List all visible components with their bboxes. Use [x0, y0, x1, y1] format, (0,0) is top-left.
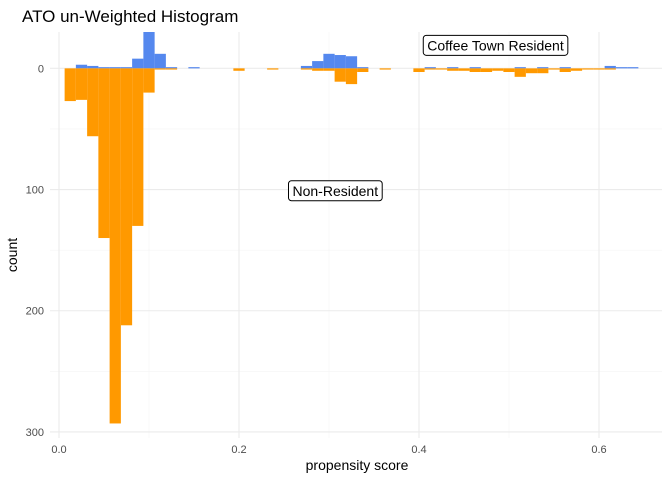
- non-resident-bar: [593, 68, 605, 70]
- resident-bar: [165, 67, 178, 69]
- non-resident-bar: [323, 68, 335, 71]
- non-resident-bar: [345, 68, 358, 85]
- annotation-text: Coffee Town Resident: [427, 37, 564, 53]
- x-tick-label: 0.0: [51, 444, 66, 456]
- non-resident-bar: [165, 68, 178, 70]
- non-resident-bar: [480, 68, 493, 72]
- non-resident-bar: [233, 68, 245, 71]
- non-resident-bar: [514, 68, 526, 77]
- non-resident-bar: [109, 68, 121, 424]
- x-tick-label: 0.6: [591, 444, 606, 456]
- annotation-label: Non-Resident: [287, 180, 383, 202]
- non-resident-bar: [492, 68, 504, 71]
- chart-title: ATO un-Weighted Histogram: [22, 7, 238, 26]
- resident-bar: [514, 67, 526, 69]
- resident-bar: [357, 67, 369, 69]
- resident-bar: [300, 65, 313, 69]
- non-resident-bar: [87, 68, 99, 137]
- resident-bar: [334, 55, 346, 69]
- x-tick-label: 0.2: [231, 444, 246, 456]
- resident-bar: [98, 67, 110, 69]
- non-resident-bar: [548, 68, 560, 70]
- non-resident-bar: [120, 68, 133, 326]
- resident-bar: [132, 58, 144, 69]
- resident-bar: [120, 67, 133, 69]
- x-axis-ticks: 0.0 0.2 0.4 0.6: [51, 444, 606, 456]
- y-axis-label: count: [4, 238, 20, 272]
- resident-bar: [615, 67, 628, 69]
- resident-bar: [109, 67, 121, 69]
- annotation-box: [422, 34, 569, 56]
- y-tick-label: 100: [26, 185, 44, 197]
- non-resident-bar: [570, 68, 583, 71]
- annotations: Coffee Town Resident Non-Resident: [287, 34, 569, 202]
- resident-bar: [87, 65, 99, 69]
- non-resident-bar: [424, 68, 436, 70]
- non-resident-bar: [75, 68, 88, 100]
- resident-bar: [75, 64, 88, 69]
- resident-bar: [447, 67, 459, 69]
- resident-bar: [143, 32, 155, 69]
- x-tick-label: 0.4: [411, 444, 426, 456]
- resident-bars: [75, 32, 639, 69]
- non-resident-bar: [143, 68, 155, 93]
- non-resident-bar: [469, 68, 481, 72]
- non-resident-bar: [537, 68, 549, 74]
- y-tick-label: 0: [38, 63, 44, 75]
- non-resident-bar: [334, 68, 346, 82]
- non-resident-bar: [525, 68, 538, 74]
- y-tick-label: 300: [26, 427, 44, 439]
- non-resident-bar: [604, 68, 616, 70]
- resident-bar: [154, 53, 166, 69]
- non-resident-bar: [154, 68, 166, 70]
- non-resident-bar: [503, 68, 515, 72]
- resident-bar: [559, 67, 571, 69]
- x-axis-label: propensity score: [306, 457, 409, 473]
- resident-bar: [424, 67, 436, 69]
- resident-bar: [188, 67, 200, 69]
- non-resident-bar: [413, 68, 425, 72]
- annotation-text: Non-Resident: [292, 183, 378, 199]
- resident-bar: [312, 61, 324, 69]
- non-resident-bar: [300, 68, 313, 70]
- annotation-label: Coffee Town Resident: [422, 34, 569, 56]
- non-resident-bar: [132, 68, 144, 226]
- non-resident-bar: [267, 68, 279, 70]
- resident-bar: [604, 65, 616, 69]
- non-resident-bar: [312, 68, 324, 71]
- non-resident-bar: [379, 68, 391, 70]
- y-axis-ticks: 0 100 200 300: [26, 63, 44, 439]
- non-resident-bar: [357, 68, 369, 72]
- non-resident-bar: [559, 68, 571, 72]
- non-resident-bar: [447, 68, 459, 71]
- non-resident-bar: [98, 68, 110, 239]
- resident-bar: [627, 67, 639, 69]
- resident-bar: [537, 67, 549, 69]
- non-resident-bar: [64, 68, 76, 102]
- y-tick-label: 200: [26, 306, 44, 318]
- non-resident-bars: [64, 68, 616, 424]
- resident-bar: [345, 56, 358, 69]
- annotation-box: [287, 180, 383, 202]
- resident-bar: [469, 67, 481, 69]
- non-resident-bar: [582, 68, 594, 70]
- non-resident-bar: [435, 68, 448, 70]
- non-resident-bar: [458, 68, 470, 71]
- resident-bar: [323, 53, 335, 69]
